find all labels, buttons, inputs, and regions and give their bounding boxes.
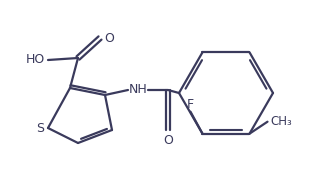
Text: O: O bbox=[163, 134, 173, 147]
Text: F: F bbox=[187, 98, 194, 111]
Text: O: O bbox=[104, 32, 114, 45]
Text: NH: NH bbox=[129, 83, 147, 96]
Text: S: S bbox=[36, 122, 44, 134]
Text: HO: HO bbox=[26, 52, 45, 66]
Text: CH₃: CH₃ bbox=[271, 115, 292, 128]
